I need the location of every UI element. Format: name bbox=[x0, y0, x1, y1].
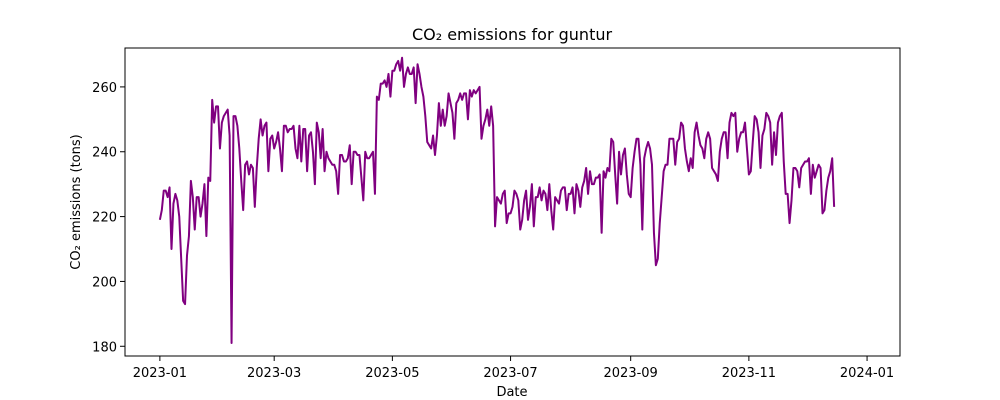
chart-title: CO₂ emissions for guntur bbox=[412, 25, 613, 44]
plot-area bbox=[124, 47, 901, 357]
x-axis: 2023-01 2023-03 2023-05 2023-07 2023-09 2023-… bbox=[133, 356, 894, 381]
y-axis: 180 200 220 240 260 bbox=[92, 81, 125, 355]
y-tick-label: 200 bbox=[92, 275, 117, 290]
x-axis-label: Date bbox=[496, 385, 527, 400]
y-tick-label: 220 bbox=[92, 211, 117, 226]
x-tick-label: 2023-09 bbox=[604, 366, 658, 381]
x-tick-label: 2024-01 bbox=[840, 366, 894, 381]
x-tick-label: 2023-03 bbox=[247, 366, 301, 381]
y-axis-label: CO₂ emissions (tons) bbox=[69, 134, 84, 269]
x-tick-label: 2023-07 bbox=[483, 366, 537, 381]
x-tick-label: 2023-11 bbox=[722, 366, 776, 381]
x-tick-label: 2023-01 bbox=[133, 366, 187, 381]
y-tick-label: 240 bbox=[92, 146, 117, 161]
y-tick-label: 260 bbox=[92, 81, 117, 96]
series-line bbox=[158, 56, 836, 345]
y-tick-label: 180 bbox=[92, 340, 117, 355]
x-tick-label: 2023-05 bbox=[365, 366, 419, 381]
plot-frame bbox=[124, 47, 901, 357]
